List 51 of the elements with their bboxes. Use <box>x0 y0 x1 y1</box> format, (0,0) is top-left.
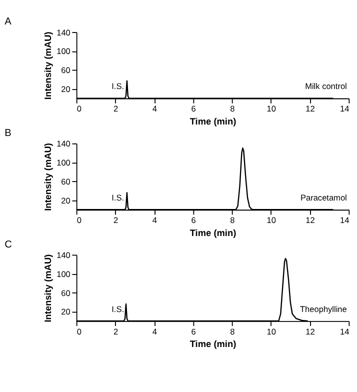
y-axis-title: Intensity (mAU) <box>43 143 54 211</box>
x-tick-label: 12 <box>306 104 316 114</box>
x-tick-label: 0 <box>76 216 82 225</box>
x-tick-label: 10 <box>266 104 276 114</box>
x-tick-label: 10 <box>266 216 276 225</box>
x-axis-title: Time (min) <box>190 228 236 238</box>
x-tick-label: 12 <box>306 216 316 225</box>
x-tick-label: 6 <box>191 104 196 114</box>
annotation: I.S. <box>112 304 124 314</box>
x-tick-label: 0 <box>76 327 82 336</box>
x-tick-label: 8 <box>230 327 236 336</box>
annotation: I.S. <box>112 193 124 202</box>
y-axis-title: Intensity (mAU) <box>43 32 54 100</box>
y-tick-label: 100 <box>56 158 71 168</box>
chart-title: C <box>4 239 12 250</box>
y-tick-label: 140 <box>56 140 71 149</box>
x-tick-label: 10 <box>266 327 276 336</box>
y-tick-label: 60 <box>61 177 71 186</box>
x-tick-label: 14 <box>340 104 350 114</box>
x-tick-label: 4 <box>152 216 158 225</box>
y-tick-label: 20 <box>61 308 71 317</box>
x-tick-label: 6 <box>191 216 196 225</box>
x-tick-label: 2 <box>113 104 118 114</box>
x-tick-label: 8 <box>230 104 236 114</box>
x-tick-label: 4 <box>152 327 158 336</box>
annotation: Paracetamol <box>300 193 348 202</box>
y-axis-title: Intensity (mAU) <box>43 254 54 322</box>
x-tick-label: 14 <box>340 216 350 225</box>
y-tick-label: 100 <box>56 270 71 279</box>
y-tick-label: 60 <box>61 288 71 298</box>
x-tick-label: 4 <box>152 104 158 114</box>
x-tick-label: 12 <box>306 327 316 336</box>
x-tick-label: 6 <box>191 327 196 336</box>
y-tick-label: 140 <box>56 250 71 260</box>
x-tick-label: 8 <box>230 216 236 225</box>
annotation: I.S. <box>112 82 124 92</box>
y-tick-label: 20 <box>61 196 71 206</box>
x-tick-label: 0 <box>76 104 82 114</box>
x-axis-title: Time (min) <box>190 116 236 127</box>
y-tick-label: 60 <box>61 66 71 76</box>
x-axis-title: Time (min) <box>190 339 236 350</box>
annotation: Theophylline <box>300 304 348 314</box>
x-tick-label: 2 <box>113 327 118 336</box>
chart-title: B <box>4 128 12 140</box>
x-tick-label: 14 <box>340 327 350 336</box>
x-tick-label: 2 <box>113 216 118 225</box>
annotation: Milk control <box>305 82 348 92</box>
y-tick-label: 100 <box>56 47 71 56</box>
y-tick-label: 140 <box>56 28 71 38</box>
chart-title: A <box>4 16 12 28</box>
y-tick-label: 20 <box>61 85 71 94</box>
